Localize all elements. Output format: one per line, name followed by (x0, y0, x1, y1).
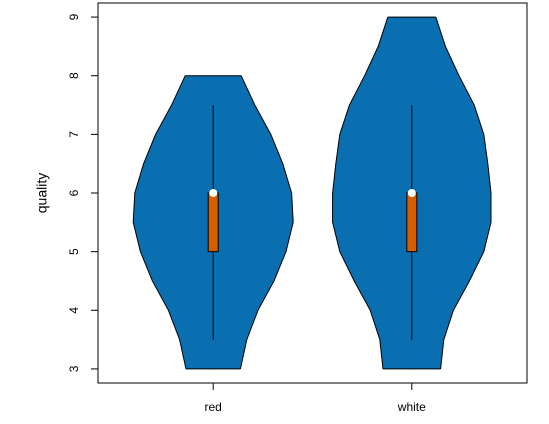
violin-outline (132, 75, 187, 370)
y-tick-label: 4 (67, 307, 81, 314)
box (207, 192, 219, 253)
violin-half (132, 75, 214, 370)
violin-outline (435, 16, 492, 369)
median (209, 189, 218, 197)
y-tick-label: 3 (67, 365, 81, 372)
x-tick-label: red (205, 400, 222, 414)
y-tick-label: 9 (67, 13, 81, 20)
y-tick-label: 8 (67, 72, 81, 79)
y-axis-label: quality (34, 173, 50, 213)
violin-outline (239, 75, 294, 370)
median (407, 189, 416, 197)
violin-outline (332, 16, 389, 369)
y-tick-label: 7 (67, 131, 81, 138)
x-tick-label: white (397, 400, 426, 414)
y-tick-label: 6 (67, 189, 81, 196)
violin-half (212, 75, 294, 370)
y-tick-label: 5 (67, 248, 81, 255)
box (406, 192, 418, 253)
